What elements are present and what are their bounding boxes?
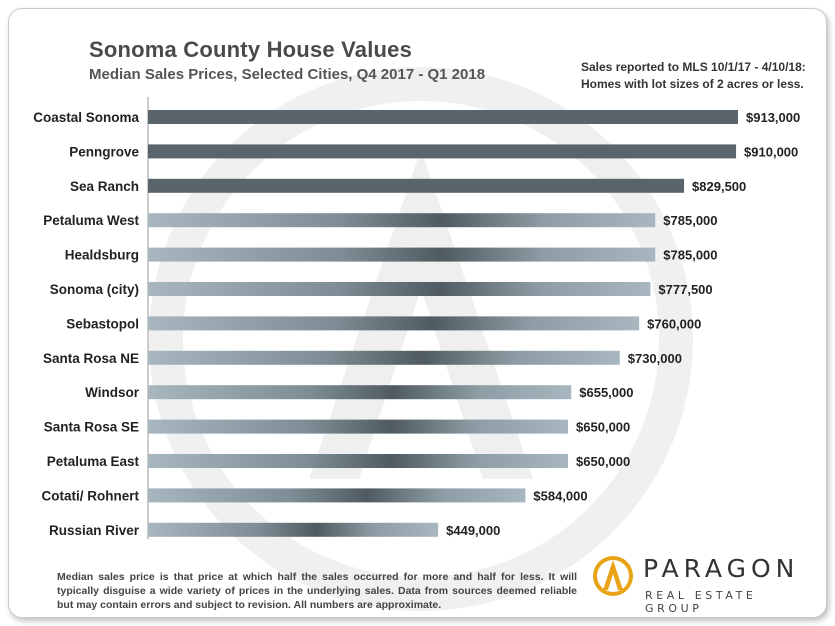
- logo-subtitle: REAL ESTATE GROUP: [645, 589, 757, 615]
- category-label: Cotati/ Rohnert: [42, 488, 140, 503]
- value-label: $785,000: [663, 213, 717, 228]
- bar: [148, 385, 572, 400]
- value-label: $449,000: [446, 523, 500, 538]
- data-source-note: Sales reported to MLS 10/1/17 - 4/10/18:…: [581, 59, 806, 93]
- bar: [148, 350, 620, 365]
- bar: [148, 522, 439, 537]
- category-label: Windsor: [85, 385, 140, 400]
- category-label: Healdsburg: [65, 248, 139, 263]
- chart-subtitle: Median Sales Prices, Selected Cities, Q4…: [89, 66, 486, 83]
- category-label: Russian River: [49, 523, 140, 538]
- footnote: Median sales price is that price at whic…: [57, 571, 577, 611]
- bar: [148, 110, 738, 124]
- bar: [148, 282, 651, 296]
- category-label: Coastal Sonoma: [33, 110, 139, 125]
- category-label: Penngrove: [69, 144, 139, 159]
- category-label: Santa Rosa SE: [44, 420, 139, 435]
- note-line-1: Sales reported to MLS 10/1/17 - 4/10/18:: [581, 60, 806, 74]
- value-label: $829,500: [692, 179, 746, 194]
- category-label: Sea Ranch: [70, 179, 139, 194]
- value-label: $785,000: [663, 248, 717, 263]
- value-label: $760,000: [647, 316, 701, 331]
- bar: [148, 213, 656, 228]
- bar: [148, 454, 569, 468]
- value-label: $910,000: [744, 144, 798, 159]
- category-label: Petaluma West: [43, 213, 139, 228]
- bar: [148, 419, 569, 434]
- value-label: $777,500: [658, 282, 712, 297]
- watermark-logo: [149, 67, 693, 611]
- category-label: Sonoma (city): [50, 282, 139, 297]
- category-label: Sebastopol: [66, 316, 139, 331]
- category-label: Petaluma East: [47, 454, 140, 469]
- logo-wordmark: PARAGON: [643, 554, 800, 583]
- chart-area: Coastal Sonoma $913,000 Penngrove $910,000 S…: [33, 67, 800, 611]
- paragon-logo: PARAGON REAL ESTATE GROUP: [591, 552, 821, 615]
- bar: [148, 144, 737, 159]
- bar: [148, 178, 685, 193]
- bar: [148, 247, 656, 262]
- value-label: $650,000: [576, 454, 630, 469]
- chart-frame: Coastal Sonoma $913,000 Penngrove $910,000 S…: [8, 8, 827, 618]
- note-line-2: Homes with lot sizes of 2 acres or less.: [581, 77, 804, 91]
- value-label: $730,000: [628, 351, 682, 366]
- value-label: $584,000: [533, 488, 587, 503]
- category-label: Santa Rosa NE: [43, 351, 139, 366]
- paragon-logo-icon: [593, 556, 633, 596]
- bar: [148, 316, 640, 331]
- bar: [148, 488, 526, 503]
- chart-title: Sonoma County House Values: [89, 37, 413, 62]
- value-label: $650,000: [576, 420, 630, 435]
- value-label: $913,000: [746, 110, 800, 125]
- value-label: $655,000: [579, 385, 633, 400]
